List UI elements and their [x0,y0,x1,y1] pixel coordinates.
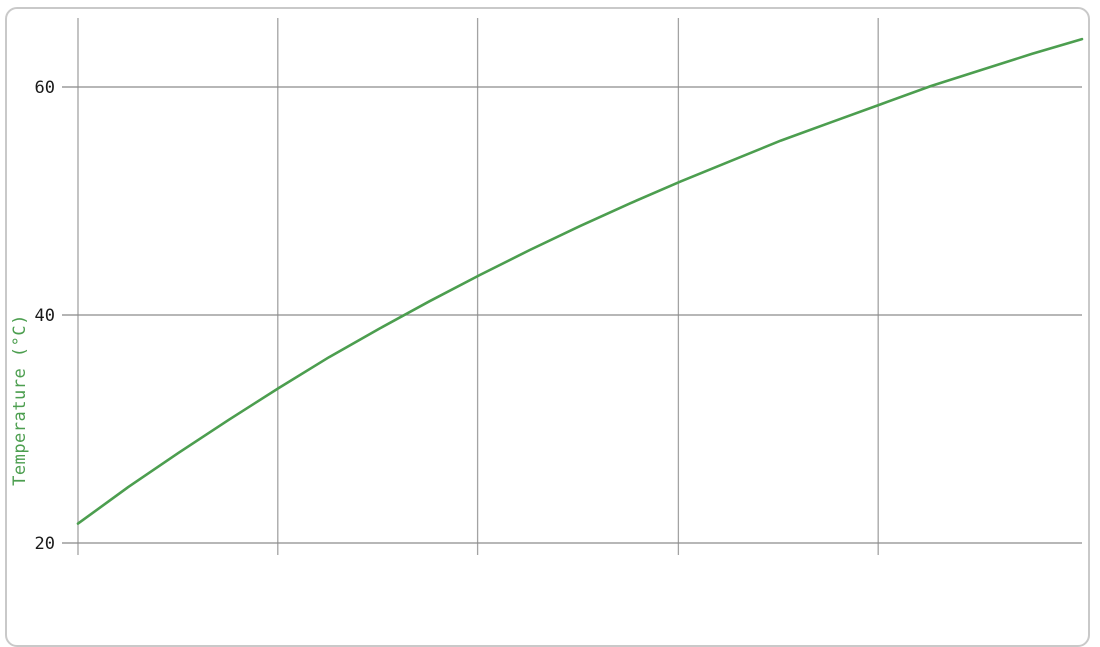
y-tick-label: 60 [35,78,55,98]
temperature-line [76,37,1084,525]
line-chart-canvas: 20 40 60 [35,18,1084,555]
chart-figure-border [5,7,1090,647]
y-tick-label: 40 [35,306,55,326]
y-tick-label: 20 [35,534,55,554]
y-axis-title: Temperature (°C) [10,314,30,486]
